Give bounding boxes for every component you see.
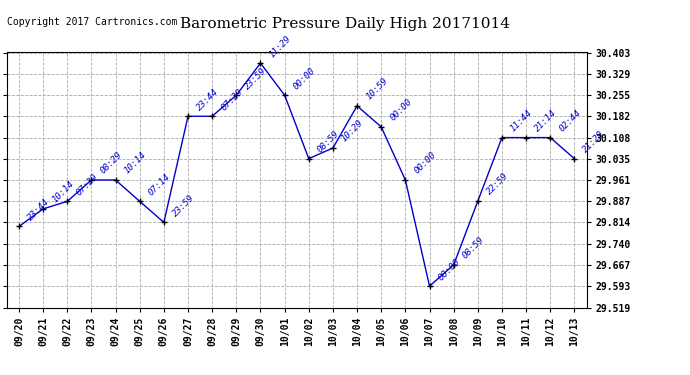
Text: 07:29: 07:29 — [219, 87, 244, 112]
Text: 21:14: 21:14 — [533, 108, 558, 134]
Text: 11:29: 11:29 — [268, 34, 293, 59]
Text: 00:00: 00:00 — [437, 256, 462, 282]
Text: 00:00: 00:00 — [292, 66, 317, 91]
Text: 23:44: 23:44 — [26, 197, 51, 222]
Text: 02:44: 02:44 — [558, 108, 582, 134]
Text: 23:59: 23:59 — [171, 193, 196, 218]
Text: 07:14: 07:14 — [147, 172, 172, 197]
Text: Pressure  (Inches/Hg): Pressure (Inches/Hg) — [489, 25, 612, 34]
Text: 10:59: 10:59 — [364, 76, 389, 102]
Text: 23:44: 23:44 — [195, 87, 220, 112]
Text: 07:29: 07:29 — [75, 172, 99, 197]
Text: 11:44: 11:44 — [509, 108, 534, 134]
Text: 10:29: 10:29 — [340, 118, 365, 144]
Text: 08:59: 08:59 — [316, 129, 341, 154]
Text: 23:59: 23:59 — [244, 66, 268, 91]
Text: 10:14: 10:14 — [123, 150, 148, 176]
Text: 08:29: 08:29 — [99, 150, 124, 176]
Text: 00:00: 00:00 — [388, 98, 413, 123]
Text: 00:00: 00:00 — [413, 150, 437, 176]
Text: Copyright 2017 Cartronics.com: Copyright 2017 Cartronics.com — [7, 17, 177, 27]
Text: 21:29: 21:29 — [582, 129, 607, 154]
Text: 22:59: 22:59 — [485, 171, 510, 197]
Text: 08:59: 08:59 — [461, 235, 486, 261]
Text: 10:14: 10:14 — [50, 179, 75, 205]
Text: Barometric Pressure Daily High 20171014: Barometric Pressure Daily High 20171014 — [180, 17, 510, 31]
